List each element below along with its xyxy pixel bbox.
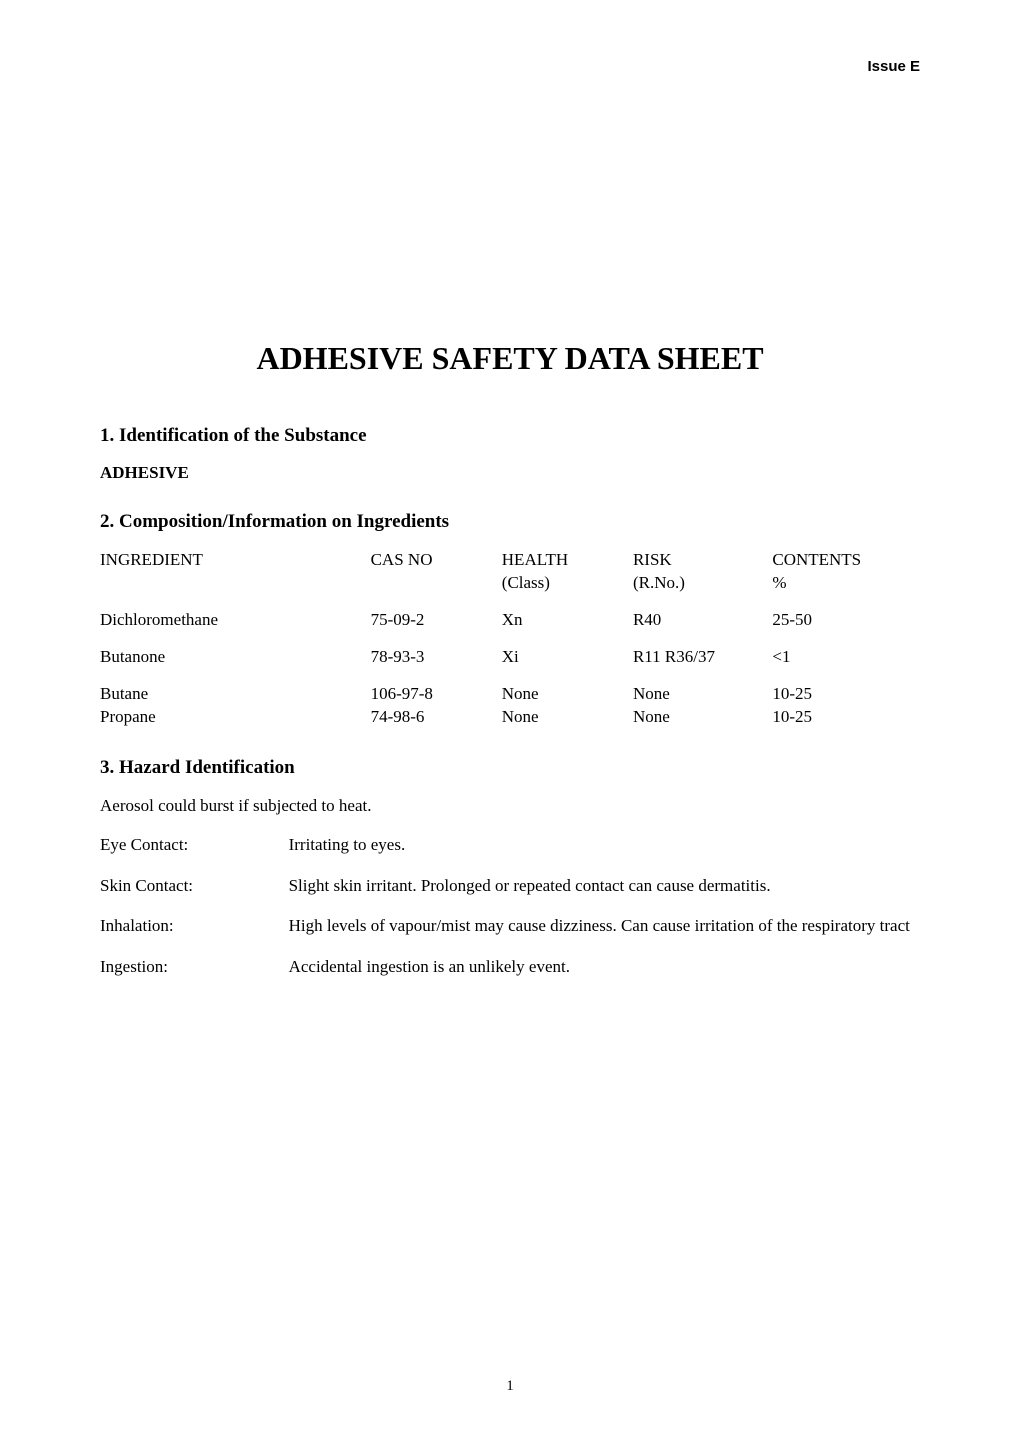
cell-text: 106-97-8: [371, 684, 433, 703]
col-header-contents: CONTENTS %: [772, 549, 920, 609]
col-header-health: HEALTH (Class): [502, 549, 633, 609]
hazard-label: Skin Contact:: [100, 875, 289, 916]
cell-text: Propane: [100, 707, 156, 726]
cell-text: None: [633, 684, 670, 703]
cell-health: Xn: [502, 609, 633, 646]
hazard-value: Accidental ingestion is an unlikely even…: [289, 956, 920, 997]
table-row: Butane Propane 106-97-8 74-98-6 None Non…: [100, 683, 920, 729]
table-row: Dichloromethane 75-09-2 Xn R40 25-50: [100, 609, 920, 646]
cell-text: 10-25: [772, 684, 812, 703]
table-row: Butanone 78-93-3 Xi R11 R36/37 <1: [100, 646, 920, 683]
hazard-label: Inhalation:: [100, 915, 289, 956]
cell-text: Butane: [100, 684, 148, 703]
col-header-health-line2: (Class): [502, 573, 550, 592]
cell-text: 74-98-6: [371, 707, 425, 726]
section-1-subheading: ADHESIVE: [100, 463, 920, 483]
composition-table: INGREDIENT CAS NO HEALTH (Class) RISK (R…: [100, 549, 920, 729]
cell-health: Xi: [502, 646, 633, 683]
hazard-row: Inhalation: High levels of vapour/mist m…: [100, 915, 920, 956]
hazard-row: Eye Contact: Irritating to eyes.: [100, 834, 920, 875]
cell-cas: 75-09-2: [371, 609, 502, 646]
cell-text: None: [633, 707, 670, 726]
hazard-row: Ingestion: Accidental ingestion is an un…: [100, 956, 920, 997]
cell-risk: R40: [633, 609, 772, 646]
cell-ingredient: Butanone: [100, 646, 371, 683]
col-header-risk: RISK (R.No.): [633, 549, 772, 609]
col-header-health-line1: HEALTH: [502, 550, 568, 569]
hazard-value: High levels of vapour/mist may cause diz…: [289, 915, 920, 956]
col-header-risk-line2: (R.No.): [633, 573, 685, 592]
document-title: ADHESIVE SAFETY DATA SHEET: [100, 340, 920, 377]
col-header-cas: CAS NO: [371, 549, 502, 609]
hazard-value: Slight skin irritant. Prolonged or repea…: [289, 875, 920, 916]
cell-text: 10-25: [772, 707, 812, 726]
cell-health: None None: [502, 683, 633, 729]
issue-label: Issue E: [867, 58, 920, 75]
hazard-label: Eye Contact:: [100, 834, 289, 875]
col-header-risk-line1: RISK: [633, 550, 672, 569]
table-header-row: INGREDIENT CAS NO HEALTH (Class) RISK (R…: [100, 549, 920, 609]
hazard-label: Ingestion:: [100, 956, 289, 997]
cell-contents: 10-25 10-25: [772, 683, 920, 729]
cell-risk: None None: [633, 683, 772, 729]
cell-contents: 25-50: [772, 609, 920, 646]
section-3-heading: 3. Hazard Identification: [100, 757, 920, 779]
cell-contents: <1: [772, 646, 920, 683]
hazard-row: Skin Contact: Slight skin irritant. Prol…: [100, 875, 920, 916]
page: Issue E ADHESIVE SAFETY DATA SHEET 1. Id…: [0, 0, 1020, 1443]
section-3-intro: Aerosol could burst if subjected to heat…: [100, 795, 920, 818]
col-header-ingredient: INGREDIENT: [100, 549, 371, 609]
cell-risk: R11 R36/37: [633, 646, 772, 683]
hazard-value: Irritating to eyes.: [289, 834, 920, 875]
section-2-heading: 2. Composition/Information on Ingredient…: [100, 511, 920, 533]
cell-cas: 78-93-3: [371, 646, 502, 683]
col-header-contents-line2: %: [772, 573, 786, 592]
cell-cas: 106-97-8 74-98-6: [371, 683, 502, 729]
cell-text: None: [502, 707, 539, 726]
hazard-table: Eye Contact: Irritating to eyes. Skin Co…: [100, 834, 920, 998]
cell-text: None: [502, 684, 539, 703]
col-header-contents-line1: CONTENTS: [772, 550, 861, 569]
cell-ingredient: Dichloromethane: [100, 609, 371, 646]
section-1-heading: 1. Identification of the Substance: [100, 425, 920, 447]
cell-ingredient: Butane Propane: [100, 683, 371, 729]
page-number: 1: [0, 1378, 1020, 1395]
